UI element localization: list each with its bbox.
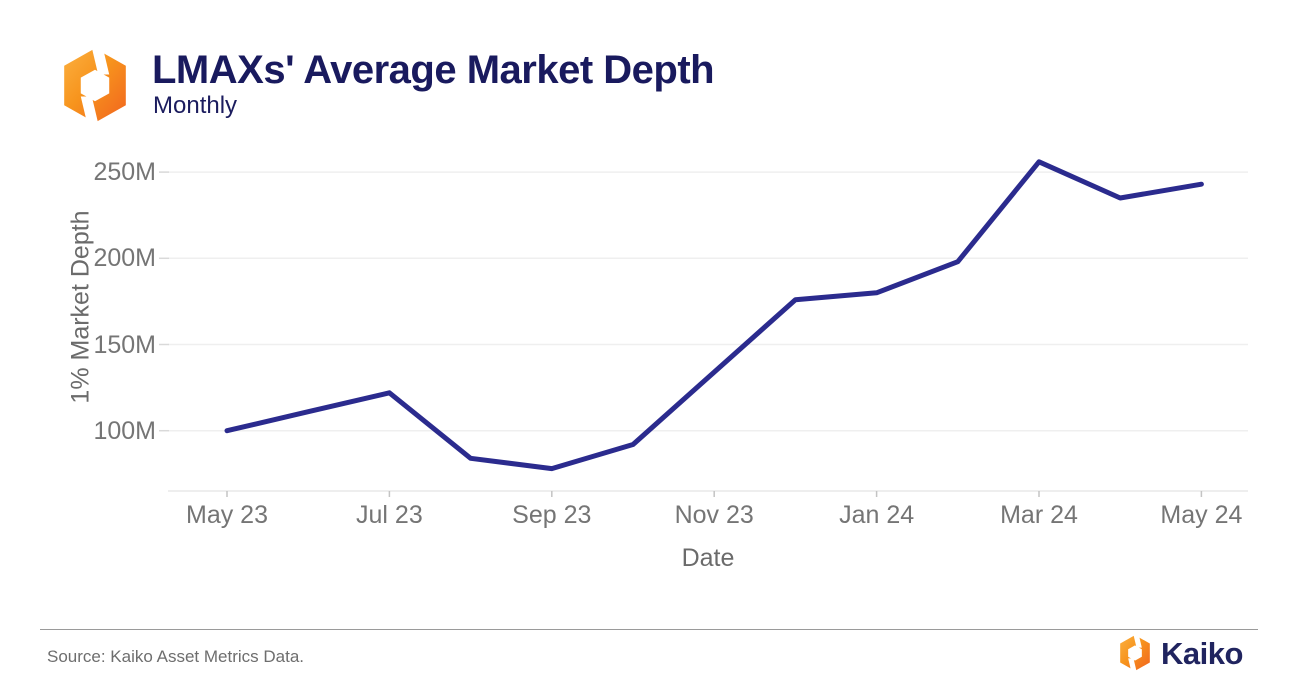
kaiko-wordmark: Kaiko xyxy=(1161,636,1243,671)
kaiko-footer-logo-icon xyxy=(1120,634,1150,672)
kaiko-logo-icon xyxy=(64,46,126,125)
footer-divider xyxy=(40,629,1258,630)
x-tick-label: Mar 24 xyxy=(1000,501,1078,529)
x-tick-label: May 23 xyxy=(186,501,268,529)
axis-lines xyxy=(159,171,1248,497)
x-tick-label: Jan 24 xyxy=(839,501,915,529)
x-tick-label: May 24 xyxy=(1160,501,1243,529)
source-note: Source: Kaiko Asset Metrics Data. xyxy=(47,647,304,666)
page-subtitle: Monthly xyxy=(153,92,238,119)
y-tick-label: 250M xyxy=(93,158,156,187)
y-axis-title: 1% Market Depth xyxy=(66,210,95,404)
x-tick-label: Nov 23 xyxy=(674,501,754,529)
y-tick-label: 150M xyxy=(93,330,156,359)
page-title: LMAXs' Average Market Depth xyxy=(152,48,715,92)
y-tick-label: 100M xyxy=(93,416,156,445)
y-tick-label: 200M xyxy=(93,244,156,273)
x-axis-title: Date xyxy=(681,544,735,572)
market-depth-line xyxy=(224,159,1204,472)
x-tick-label: Sep 23 xyxy=(512,501,592,529)
x-tick-label: Jul 23 xyxy=(356,501,423,529)
gridlines xyxy=(168,171,1248,432)
